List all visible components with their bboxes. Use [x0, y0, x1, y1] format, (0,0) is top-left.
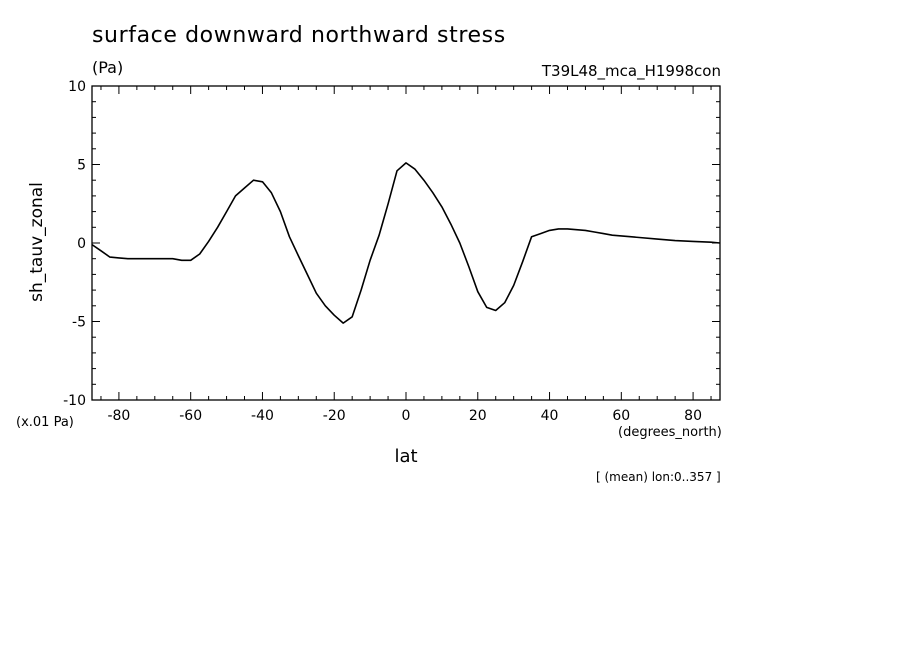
y-scale-note: (x.01 Pa): [16, 415, 74, 430]
x-tick-label: -40: [251, 408, 274, 424]
y-tick-label: -5: [72, 315, 86, 331]
x-tick-label: 40: [541, 408, 559, 424]
dataset-label: T39L48_mca_H1998con: [541, 62, 721, 80]
y-tick-label: 0: [77, 236, 86, 252]
x-tick-label: -60: [179, 408, 202, 424]
y-tick-label: 5: [77, 158, 86, 174]
x-units-label: (degrees_north): [618, 425, 722, 440]
x-axis-label: lat: [394, 446, 418, 467]
y-tick-label: -10: [63, 393, 86, 409]
plot-frame: [91, 85, 721, 401]
chart-title: surface downward northward stress: [92, 23, 506, 48]
x-tick-label: 80: [684, 408, 702, 424]
units-label: (Pa): [92, 58, 124, 77]
mean-note: [ (mean) lon:0..357 ]: [596, 470, 721, 484]
x-tick-label: -20: [323, 408, 346, 424]
x-tick-label: 20: [469, 408, 487, 424]
x-tick-label: 0: [402, 408, 411, 424]
y-tick-label: 10: [68, 79, 86, 95]
x-tick-label: -80: [107, 408, 130, 424]
x-tick-label: 60: [612, 408, 630, 424]
series-line: [91, 162, 721, 324]
